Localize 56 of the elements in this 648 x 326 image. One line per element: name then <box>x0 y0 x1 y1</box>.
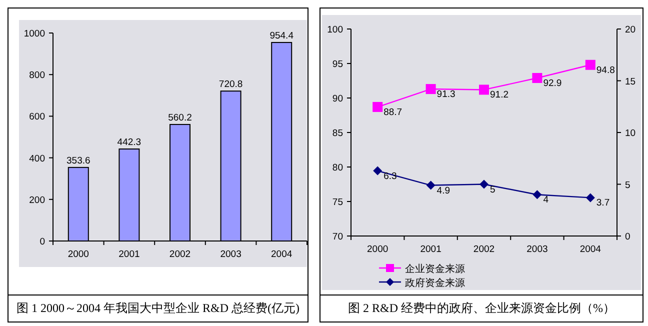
y-tick-label: 75 <box>332 197 343 208</box>
point <box>532 190 542 200</box>
x-tick-label: 2004 <box>580 244 601 255</box>
y-tick-label: 200 <box>29 194 45 206</box>
y-tick-label: 95 <box>332 59 343 70</box>
point <box>426 180 436 190</box>
data-label: 353.6 <box>66 155 90 166</box>
point <box>480 180 488 189</box>
y-tick-label: 1000 <box>24 28 45 40</box>
legend-label: 政府资金来源 <box>405 277 465 289</box>
point <box>426 84 436 94</box>
x-tick-label: 2002 <box>473 244 495 255</box>
data-label: 4.9 <box>436 185 450 196</box>
x-tick-label: 2001 <box>420 244 442 255</box>
y2-tick-label: 10 <box>625 128 636 139</box>
x-tick-label: 2004 <box>271 249 292 260</box>
data-label: 560.2 <box>168 112 192 124</box>
y2-tick-label: 15 <box>625 76 636 88</box>
y-tick-label: 800 <box>29 70 45 82</box>
y-tick-label: 70 <box>332 232 343 242</box>
data-label: 91.3 <box>436 89 456 100</box>
text: 图 2 R&D 经费中的政府、企业来源资金比例（%） <box>348 301 615 315</box>
data-label: 92.9 <box>543 78 562 89</box>
data-label: 954.4 <box>270 30 294 42</box>
x-tick-label: 2002 <box>169 249 191 260</box>
y-tick-label: 80 <box>332 162 343 174</box>
data-label: 88.7 <box>384 106 402 118</box>
data-label: 5 <box>490 184 496 196</box>
data-label: 720.8 <box>218 79 243 90</box>
y-tick-label: 0 <box>40 236 45 248</box>
x-tick-label: 2001 <box>118 249 140 260</box>
point <box>586 193 595 202</box>
data-label: 3.7 <box>596 198 610 209</box>
point <box>532 72 542 83</box>
x-tick-label: 2000 <box>68 249 89 260</box>
data-label: 442.3 <box>117 137 142 148</box>
y2-tick-label: 5 <box>625 180 630 191</box>
data-label: 91.2 <box>490 90 508 101</box>
point <box>479 84 489 95</box>
y-tick-label: 600 <box>29 112 45 123</box>
y2-tick-label: 0 <box>625 232 630 242</box>
x-tick-label: 2003 <box>220 249 242 260</box>
point <box>372 102 383 112</box>
legend-label: 企业资金来源 <box>405 263 465 275</box>
y-tick-label: 90 <box>332 94 343 104</box>
y-tick-label: 100 <box>327 24 343 36</box>
y-tick-label: 400 <box>29 153 45 164</box>
x-tick-label: 2003 <box>526 244 548 255</box>
y-tick-label: 85 <box>332 128 343 139</box>
y2-tick-label: 20 <box>625 24 636 36</box>
data-label: 4 <box>543 194 548 206</box>
text: 图 1 2000～2004 年我国大中型企业 R&D 总经费(亿元) <box>16 301 300 315</box>
data-label: 94.8 <box>596 64 615 76</box>
x-tick-label: 2000 <box>367 244 388 255</box>
point <box>373 166 382 176</box>
point <box>585 60 596 70</box>
